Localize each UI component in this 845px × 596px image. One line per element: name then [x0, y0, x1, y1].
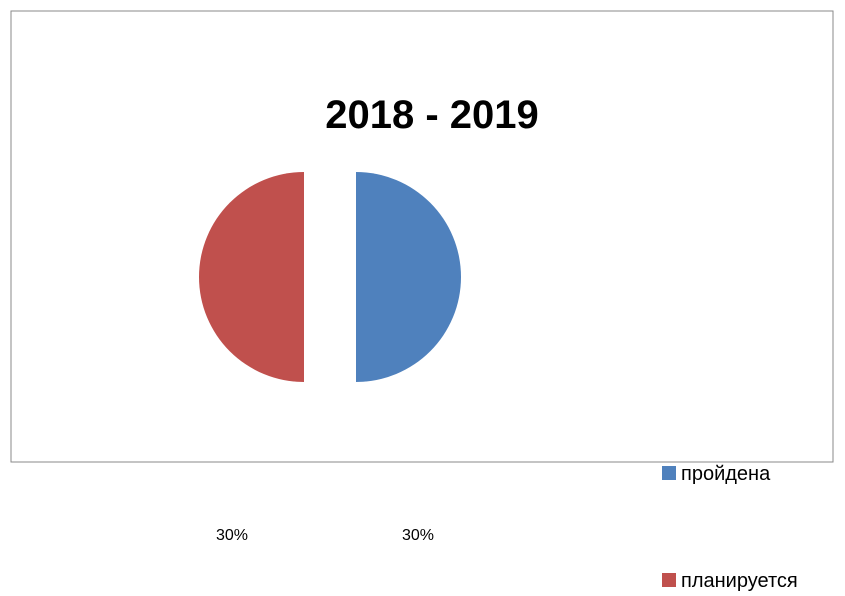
data-label-passed: 30% — [402, 527, 434, 544]
data-label-planned: 30% — [216, 527, 248, 544]
legend-label: планируется — [681, 570, 798, 592]
pie-slice-planned — [199, 172, 304, 382]
legend: пройдена планируется — [662, 463, 798, 592]
chart-title: 2018 - 2019 — [325, 93, 539, 137]
legend-label: пройдена — [681, 463, 771, 485]
legend-swatch — [662, 573, 676, 587]
pie-slices — [199, 172, 461, 382]
pie-slice-passed — [356, 172, 461, 382]
legend-item-passed: пройдена — [662, 463, 771, 485]
legend-item-planned: планируется — [662, 570, 798, 592]
data-labels: 30% 30% — [216, 527, 434, 544]
legend-swatch — [662, 466, 676, 480]
